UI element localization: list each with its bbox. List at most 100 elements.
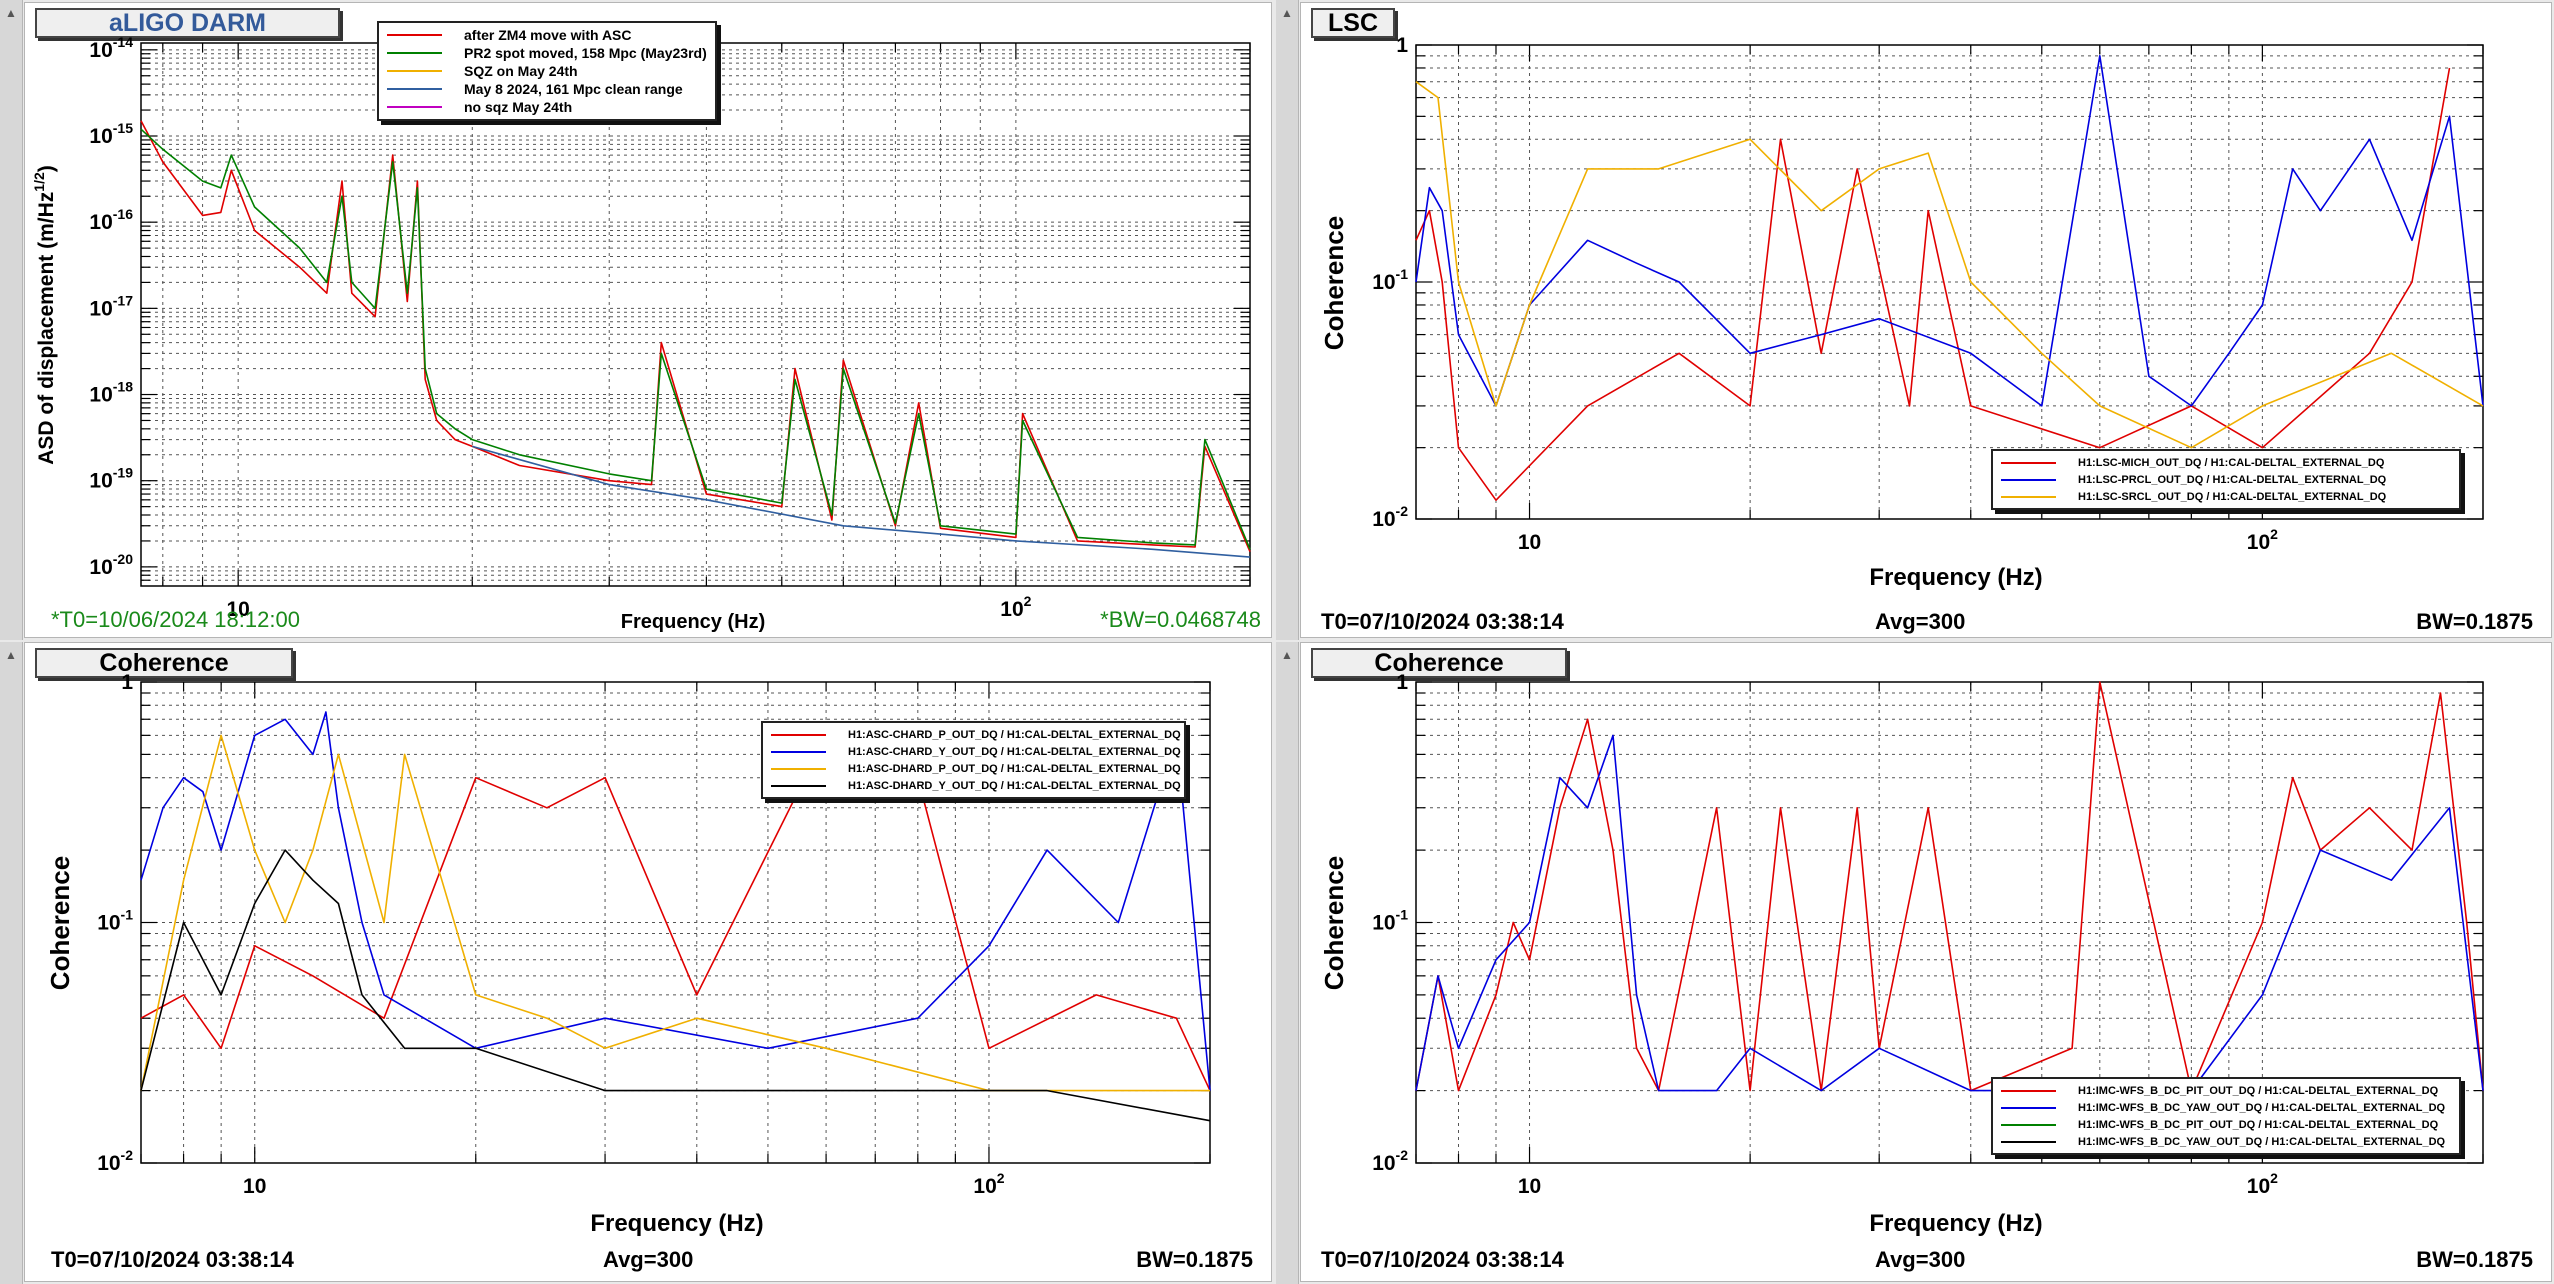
- series-line-1: [140, 711, 1211, 1091]
- legend-entry: H1:ASC-DHARD_P_OUT_DQ / H1:CAL-DELTAL_EX…: [771, 760, 1181, 777]
- arrow-up-icon[interactable]: ▲: [1281, 6, 1293, 20]
- series-line-2: [140, 734, 1210, 1092]
- legend-label: H1:ASC-DHARD_Y_OUT_DQ / H1:CAL-DELTAL_EX…: [848, 779, 1181, 792]
- y-axis-label: Coherence: [45, 856, 75, 990]
- y-tick-label: 10-16: [89, 206, 133, 234]
- y-tick-label: 10-17: [89, 292, 133, 320]
- grid: [141, 43, 1251, 586]
- legend-swatch: [2001, 1089, 2056, 1092]
- asc-coherence-plot[interactable]: 1 10-1 10-2 10 102 Frequency (Hz) Coherence: [25, 643, 1273, 1283]
- x-tick-label: 10: [243, 1175, 266, 1198]
- panel-title: Coherence: [1311, 648, 1567, 678]
- legend-label: May 8 2024, 161 Mpc clean range: [464, 81, 683, 97]
- panel-lsc: LSC 1 10-1 10-2 10 102 Frequency (Hz) Coherenc…: [1300, 2, 2552, 638]
- x-tick-label: 102: [973, 1170, 1004, 1198]
- legend: H1:IMC-WFS_B_DC_PIT_OUT_DQ / H1:CAL-DELT…: [1991, 1077, 2461, 1155]
- grid: [1415, 44, 2484, 520]
- panel-title: LSC: [1311, 8, 1395, 38]
- status-avg: Avg=300: [1875, 609, 1966, 634]
- legend-label: H1:ASC-CHARD_Y_OUT_DQ / H1:CAL-DELTAL_EX…: [848, 745, 1181, 758]
- series-line-2: [1415, 81, 2484, 449]
- plot-frame: [1415, 681, 2484, 1164]
- imc-coherence-plot[interactable]: 1 10-1 10-2 10 102 Frequency (Hz) Coherence: [1301, 643, 2553, 1283]
- arrow-up-icon[interactable]: ▲: [5, 6, 17, 20]
- left-scroll-strip-bottom[interactable]: ▲: [0, 642, 23, 1284]
- legend-entry: H1:IMC-WFS_B_DC_PIT_OUT_DQ / H1:CAL-DELT…: [2001, 1116, 2451, 1133]
- legend-swatch: [2001, 1140, 2056, 1143]
- series-line-0: [140, 120, 1251, 553]
- legend-entry: H1:ASC-CHARD_P_OUT_DQ / H1:CAL-DELTAL_EX…: [771, 726, 1181, 743]
- legend-label: no sqz May 24th: [464, 99, 573, 115]
- status-bw: *BW=0.0468748: [1100, 607, 1261, 632]
- series-line-2: [472, 445, 1251, 558]
- legend-swatch: [387, 106, 442, 108]
- y-tick-label: 10-20: [89, 551, 133, 579]
- status-avg: Avg=300: [1875, 1247, 1966, 1272]
- status-t0: T0=07/10/2024 03:38:14: [51, 1247, 294, 1272]
- panel-imc: Coherence 1 10-1 10-2 10 102 Frequency (Hz) Co…: [1300, 642, 2552, 1282]
- status-avg: Avg=300: [603, 1247, 694, 1272]
- x-tick-label: 10: [226, 598, 249, 621]
- status-bw: BW=0.1875: [2416, 609, 2533, 634]
- y-tick-label: 10-1: [97, 907, 133, 935]
- panel-asc: Coherence 1 10-1 10-2 10 102 Frequency (Hz) Co…: [24, 642, 1272, 1282]
- lsc-coherence-plot[interactable]: 1 10-1 10-2 10 102 Frequency (Hz) Coherence: [1301, 3, 2553, 639]
- y-tick-label: 10-15: [89, 120, 133, 148]
- legend-label: H1:IMC-WFS_B_DC_YAW_OUT_DQ / H1:CAL-DELT…: [2078, 1101, 2446, 1114]
- legend-label: H1:ASC-DHARD_P_OUT_DQ / H1:CAL-DELTAL_EX…: [848, 762, 1181, 775]
- y-tick-label: 10-2: [1372, 1147, 1408, 1175]
- right-scroll-strip-top[interactable]: ▲: [1276, 0, 1299, 640]
- legend-label: SQZ on May 24th: [464, 63, 578, 79]
- series-line-0: [1415, 67, 2451, 502]
- darm-plot[interactable]: 10-14 10-15 10-16 10-17 10-18 10-19 10-20 10 102…: [25, 3, 1273, 639]
- arrow-up-icon[interactable]: ▲: [1281, 648, 1293, 662]
- y-tick-label: 10-1: [1372, 907, 1408, 935]
- legend-swatch: [387, 34, 442, 36]
- panel-title: Coherence: [35, 648, 293, 678]
- x-axis-label: Frequency (Hz): [1869, 564, 2042, 591]
- legend-swatch: [387, 52, 442, 54]
- x-tick-label: 10: [1518, 531, 1541, 554]
- y-tick-label: 1: [1396, 34, 1408, 57]
- legend-label: H1:LSC-PRCL_OUT_DQ / H1:CAL-DELTAL_EXTER…: [2078, 473, 2387, 486]
- legend-label: after ZM4 move with ASC: [464, 27, 632, 43]
- legend-swatch: [2001, 1123, 2056, 1126]
- series-group: [1415, 681, 2484, 1092]
- x-tick-label: 102: [2247, 526, 2278, 554]
- y-tick-label: 10-19: [89, 465, 133, 493]
- x-axis-label: Frequency (Hz): [1869, 1210, 2042, 1237]
- legend-label: PR2 spot moved, 158 Mpc (May23rd): [464, 45, 707, 61]
- right-scroll-strip-bottom[interactable]: ▲: [1276, 642, 1299, 1284]
- status-bw: BW=0.1875: [1136, 1247, 1253, 1272]
- legend-entry: H1:LSC-SRCL_OUT_DQ / H1:CAL-DELTAL_EXTER…: [2001, 488, 2451, 505]
- left-scroll-strip-top[interactable]: ▲: [0, 0, 23, 640]
- series-line-3: [140, 849, 1211, 1122]
- y-tick-label: 1: [121, 671, 133, 694]
- x-tick-label: 102: [2247, 1170, 2278, 1198]
- legend-swatch: [2001, 1106, 2056, 1109]
- y-tick-label: 10-2: [97, 1147, 133, 1175]
- legend-entry: May 8 2024, 161 Mpc clean range: [387, 80, 707, 98]
- status-t0: T0=07/10/2024 03:38:14: [1321, 609, 1564, 634]
- plot-frame: [140, 681, 1211, 1164]
- x-tick-label: 10: [1518, 1175, 1541, 1198]
- y-tick-label: 10-14: [89, 34, 133, 62]
- legend-label: H1:LSC-MICH_OUT_DQ / H1:CAL-DELTAL_EXTER…: [2078, 456, 2385, 469]
- series-line-1: [1415, 734, 2484, 1092]
- legend-entry: H1:IMC-WFS_B_DC_YAW_OUT_DQ / H1:CAL-DELT…: [2001, 1133, 2451, 1150]
- legend-entry: H1:ASC-CHARD_Y_OUT_DQ / H1:CAL-DELTAL_EX…: [771, 743, 1181, 760]
- legend-entry: after ZM4 move with ASC: [387, 26, 707, 44]
- legend-swatch: [387, 88, 442, 90]
- legend-label: H1:IMC-WFS_B_DC_YAW_OUT_DQ / H1:CAL-DELT…: [2078, 1135, 2446, 1148]
- legend: H1:ASC-CHARD_P_OUT_DQ / H1:CAL-DELTAL_EX…: [761, 721, 1186, 799]
- y-tick-label: 1: [1396, 671, 1408, 694]
- legend-swatch: [771, 767, 826, 770]
- legend-entry: SQZ on May 24th: [387, 62, 707, 80]
- x-axis-label: Frequency (Hz): [590, 1210, 763, 1237]
- legend-swatch: [387, 70, 442, 72]
- legend-label: H1:IMC-WFS_B_DC_PIT_OUT_DQ / H1:CAL-DELT…: [2078, 1084, 2439, 1097]
- y-tick-label: 10-2: [1372, 503, 1408, 531]
- legend-label: H1:IMC-WFS_B_DC_PIT_OUT_DQ / H1:CAL-DELT…: [2078, 1118, 2439, 1131]
- arrow-up-icon[interactable]: ▲: [5, 648, 17, 662]
- legend-swatch: [2001, 495, 2056, 498]
